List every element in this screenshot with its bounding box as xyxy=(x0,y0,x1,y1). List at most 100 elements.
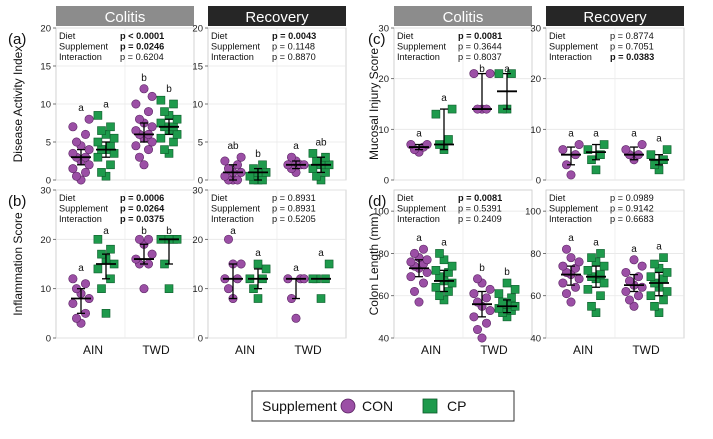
y-tick-label: 20 xyxy=(40,24,51,35)
stat-value: p = 0.3644 xyxy=(458,42,502,52)
point-con xyxy=(68,274,78,284)
group-twd-con: b xyxy=(469,263,495,343)
significance-letter: a xyxy=(293,263,299,274)
stat-label: Supplement xyxy=(397,42,446,52)
significance-letter: b xyxy=(504,267,510,278)
point-cp xyxy=(507,293,516,303)
point-con xyxy=(81,279,91,289)
point-cp xyxy=(596,291,605,301)
point-cp xyxy=(599,140,609,149)
y-tick-label: 10 xyxy=(530,125,541,136)
point-cp xyxy=(312,156,321,166)
significance-letter: a xyxy=(441,237,447,248)
point-cp xyxy=(160,145,169,154)
point-cp xyxy=(109,149,119,158)
point-con xyxy=(561,289,571,299)
point-con xyxy=(236,259,246,269)
significance-letter: a xyxy=(568,129,574,140)
header-recovery-bar xyxy=(208,6,346,26)
stat-value: p = 0.8931 xyxy=(272,193,316,203)
point-con xyxy=(566,297,576,307)
stat-label: Diet xyxy=(549,193,566,203)
significance-letter: b xyxy=(255,149,261,160)
subplot-inflam-recovery: 0 10 20 30 Diet p = 0.8931 Supplement p = 0.893… xyxy=(192,186,347,357)
point-cp xyxy=(106,141,115,151)
significance-letter: a xyxy=(255,248,261,259)
stat-value: p = 0.0375 xyxy=(120,214,164,224)
point-con xyxy=(236,152,246,162)
panel-label-mucosal: (c) xyxy=(368,31,386,48)
point-con xyxy=(135,114,145,124)
point-cp xyxy=(169,99,178,109)
x-tick-label: TWD xyxy=(294,343,322,357)
group-ain-con: ab xyxy=(220,141,246,185)
group-ain-con: a xyxy=(406,129,432,157)
stat-label: Supplement xyxy=(549,42,598,52)
legend-con-marker xyxy=(340,398,356,414)
point-cp xyxy=(447,104,457,114)
group-ain-cp: a xyxy=(245,248,271,303)
stat-label: Diet xyxy=(59,31,76,41)
group-ain-con: a xyxy=(558,233,584,307)
y-tick-label: 30 xyxy=(192,186,203,197)
significance-letter: a xyxy=(631,129,637,140)
point-cp xyxy=(435,249,444,258)
point-con xyxy=(418,278,428,288)
stat-value: p = 0.0383 xyxy=(610,52,654,62)
y-tick-label: 30 xyxy=(378,24,389,35)
y-tick-label: 0 xyxy=(384,176,389,187)
subplot-dai-colitis: Colitis 0 5 10 15 20 Diet p < 0.0001 Supplement p… xyxy=(40,6,195,187)
point-con xyxy=(637,140,647,150)
significance-letter: b xyxy=(166,84,172,95)
point-con xyxy=(558,261,568,271)
point-con xyxy=(418,244,428,254)
significance-letter: a xyxy=(416,233,422,244)
stat-label: Supplement xyxy=(59,204,108,214)
significance-letter: b xyxy=(166,226,172,237)
point-cp xyxy=(324,259,334,269)
y-tick-label: 10 xyxy=(192,100,203,111)
point-con xyxy=(81,167,91,177)
point-cp xyxy=(164,284,174,293)
stat-label: Interaction xyxy=(211,214,254,224)
point-con xyxy=(629,255,639,265)
point-con xyxy=(633,291,643,301)
y-tick-label: 20 xyxy=(378,74,389,85)
point-cp xyxy=(97,168,106,177)
subplot-colon-recovery: 40 60 80 100 Diet p = 0.0989 Supplement p = 0.9… xyxy=(525,189,685,357)
y-tick-label: 5 xyxy=(198,138,203,149)
group-twd-cp: b xyxy=(156,84,182,158)
stat-label: Interaction xyxy=(549,214,592,224)
stat-value: p = 0.2409 xyxy=(458,214,502,224)
point-con xyxy=(224,284,234,294)
point-cp xyxy=(253,259,263,269)
point-cp xyxy=(97,126,106,135)
significance-letter: a xyxy=(416,129,422,140)
stat-label: Interaction xyxy=(59,52,102,62)
header-colitis-bar xyxy=(56,6,194,26)
stat-label: Interaction xyxy=(397,52,440,62)
point-cp xyxy=(312,171,321,181)
y-tick-label: 80 xyxy=(378,249,389,260)
group-twd-cp: a xyxy=(494,64,517,114)
stat-value: p = 0.0246 xyxy=(120,42,164,52)
y-tick-label: 10 xyxy=(192,284,203,295)
y-tick-label: 10 xyxy=(378,125,389,136)
significance-letter: a xyxy=(78,103,84,114)
point-con xyxy=(291,313,301,323)
stat-value: p = 0.5205 xyxy=(272,214,316,224)
stat-value: p = 0.0043 xyxy=(272,31,316,41)
point-cp xyxy=(93,137,103,147)
stat-value: p = 0.1148 xyxy=(272,42,315,52)
significance-letter: b xyxy=(479,64,485,75)
y-axis-label-inflam: Inflammation Score xyxy=(11,212,25,316)
point-cp xyxy=(591,165,601,175)
significance-letter: a xyxy=(568,233,574,244)
point-con xyxy=(224,234,234,244)
point-cp xyxy=(650,301,659,311)
point-con xyxy=(139,160,149,170)
y-tick-label: 40 xyxy=(378,334,389,345)
subplot-mucosal-recovery: Recovery 0 10 20 30 Diet p = 0.8774 Supplement p… xyxy=(530,6,685,187)
point-cp xyxy=(662,145,672,154)
point-con xyxy=(135,152,145,162)
